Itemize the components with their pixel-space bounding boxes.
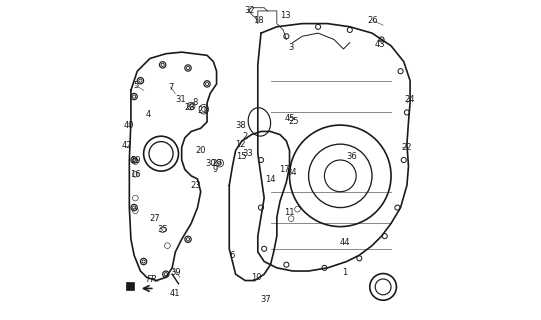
Text: 44: 44 — [340, 238, 350, 247]
Text: 11: 11 — [283, 208, 294, 217]
Text: 7: 7 — [168, 83, 173, 92]
Text: 38: 38 — [236, 121, 246, 130]
Text: 4: 4 — [146, 109, 151, 118]
Text: 14: 14 — [265, 174, 276, 184]
Text: FR.: FR. — [147, 275, 160, 284]
Text: 27: 27 — [149, 214, 160, 223]
Text: 29: 29 — [212, 159, 222, 168]
Text: 40: 40 — [124, 121, 135, 130]
Text: 18: 18 — [253, 16, 264, 25]
Text: 43: 43 — [374, 40, 385, 49]
Text: 24: 24 — [405, 95, 415, 104]
Text: 25: 25 — [288, 117, 299, 126]
Text: 13: 13 — [280, 11, 291, 20]
Text: 16: 16 — [130, 170, 140, 179]
Text: 42: 42 — [122, 141, 133, 150]
Text: 36: 36 — [346, 152, 357, 161]
Text: 34: 34 — [286, 168, 297, 177]
Text: 9: 9 — [213, 165, 217, 174]
Text: 8: 8 — [192, 99, 197, 108]
Text: 23: 23 — [190, 181, 201, 190]
Text: 32: 32 — [244, 6, 255, 15]
Text: 21: 21 — [197, 106, 208, 115]
Text: 3: 3 — [288, 43, 294, 52]
Text: 19: 19 — [130, 156, 141, 164]
Text: 12: 12 — [235, 140, 246, 148]
Text: 28: 28 — [184, 103, 195, 112]
Text: 10: 10 — [251, 273, 261, 282]
Text: 2: 2 — [242, 132, 248, 141]
Text: 17: 17 — [280, 165, 290, 174]
Text: 22: 22 — [401, 143, 412, 152]
Text: 5: 5 — [133, 81, 138, 90]
Text: 26: 26 — [367, 16, 378, 25]
Text: 31: 31 — [176, 95, 186, 104]
Text: 39: 39 — [170, 268, 181, 277]
Text: 20: 20 — [195, 146, 206, 155]
Text: 35: 35 — [157, 225, 168, 234]
Text: 37: 37 — [260, 295, 271, 304]
Text: 15: 15 — [236, 152, 247, 161]
Text: 6: 6 — [229, 251, 234, 260]
Text: 33: 33 — [242, 148, 253, 157]
Text: 41: 41 — [169, 289, 180, 298]
Text: 45: 45 — [284, 114, 295, 123]
Text: 1: 1 — [342, 268, 348, 277]
Text: 30: 30 — [206, 159, 216, 168]
Bar — [126, 282, 134, 290]
